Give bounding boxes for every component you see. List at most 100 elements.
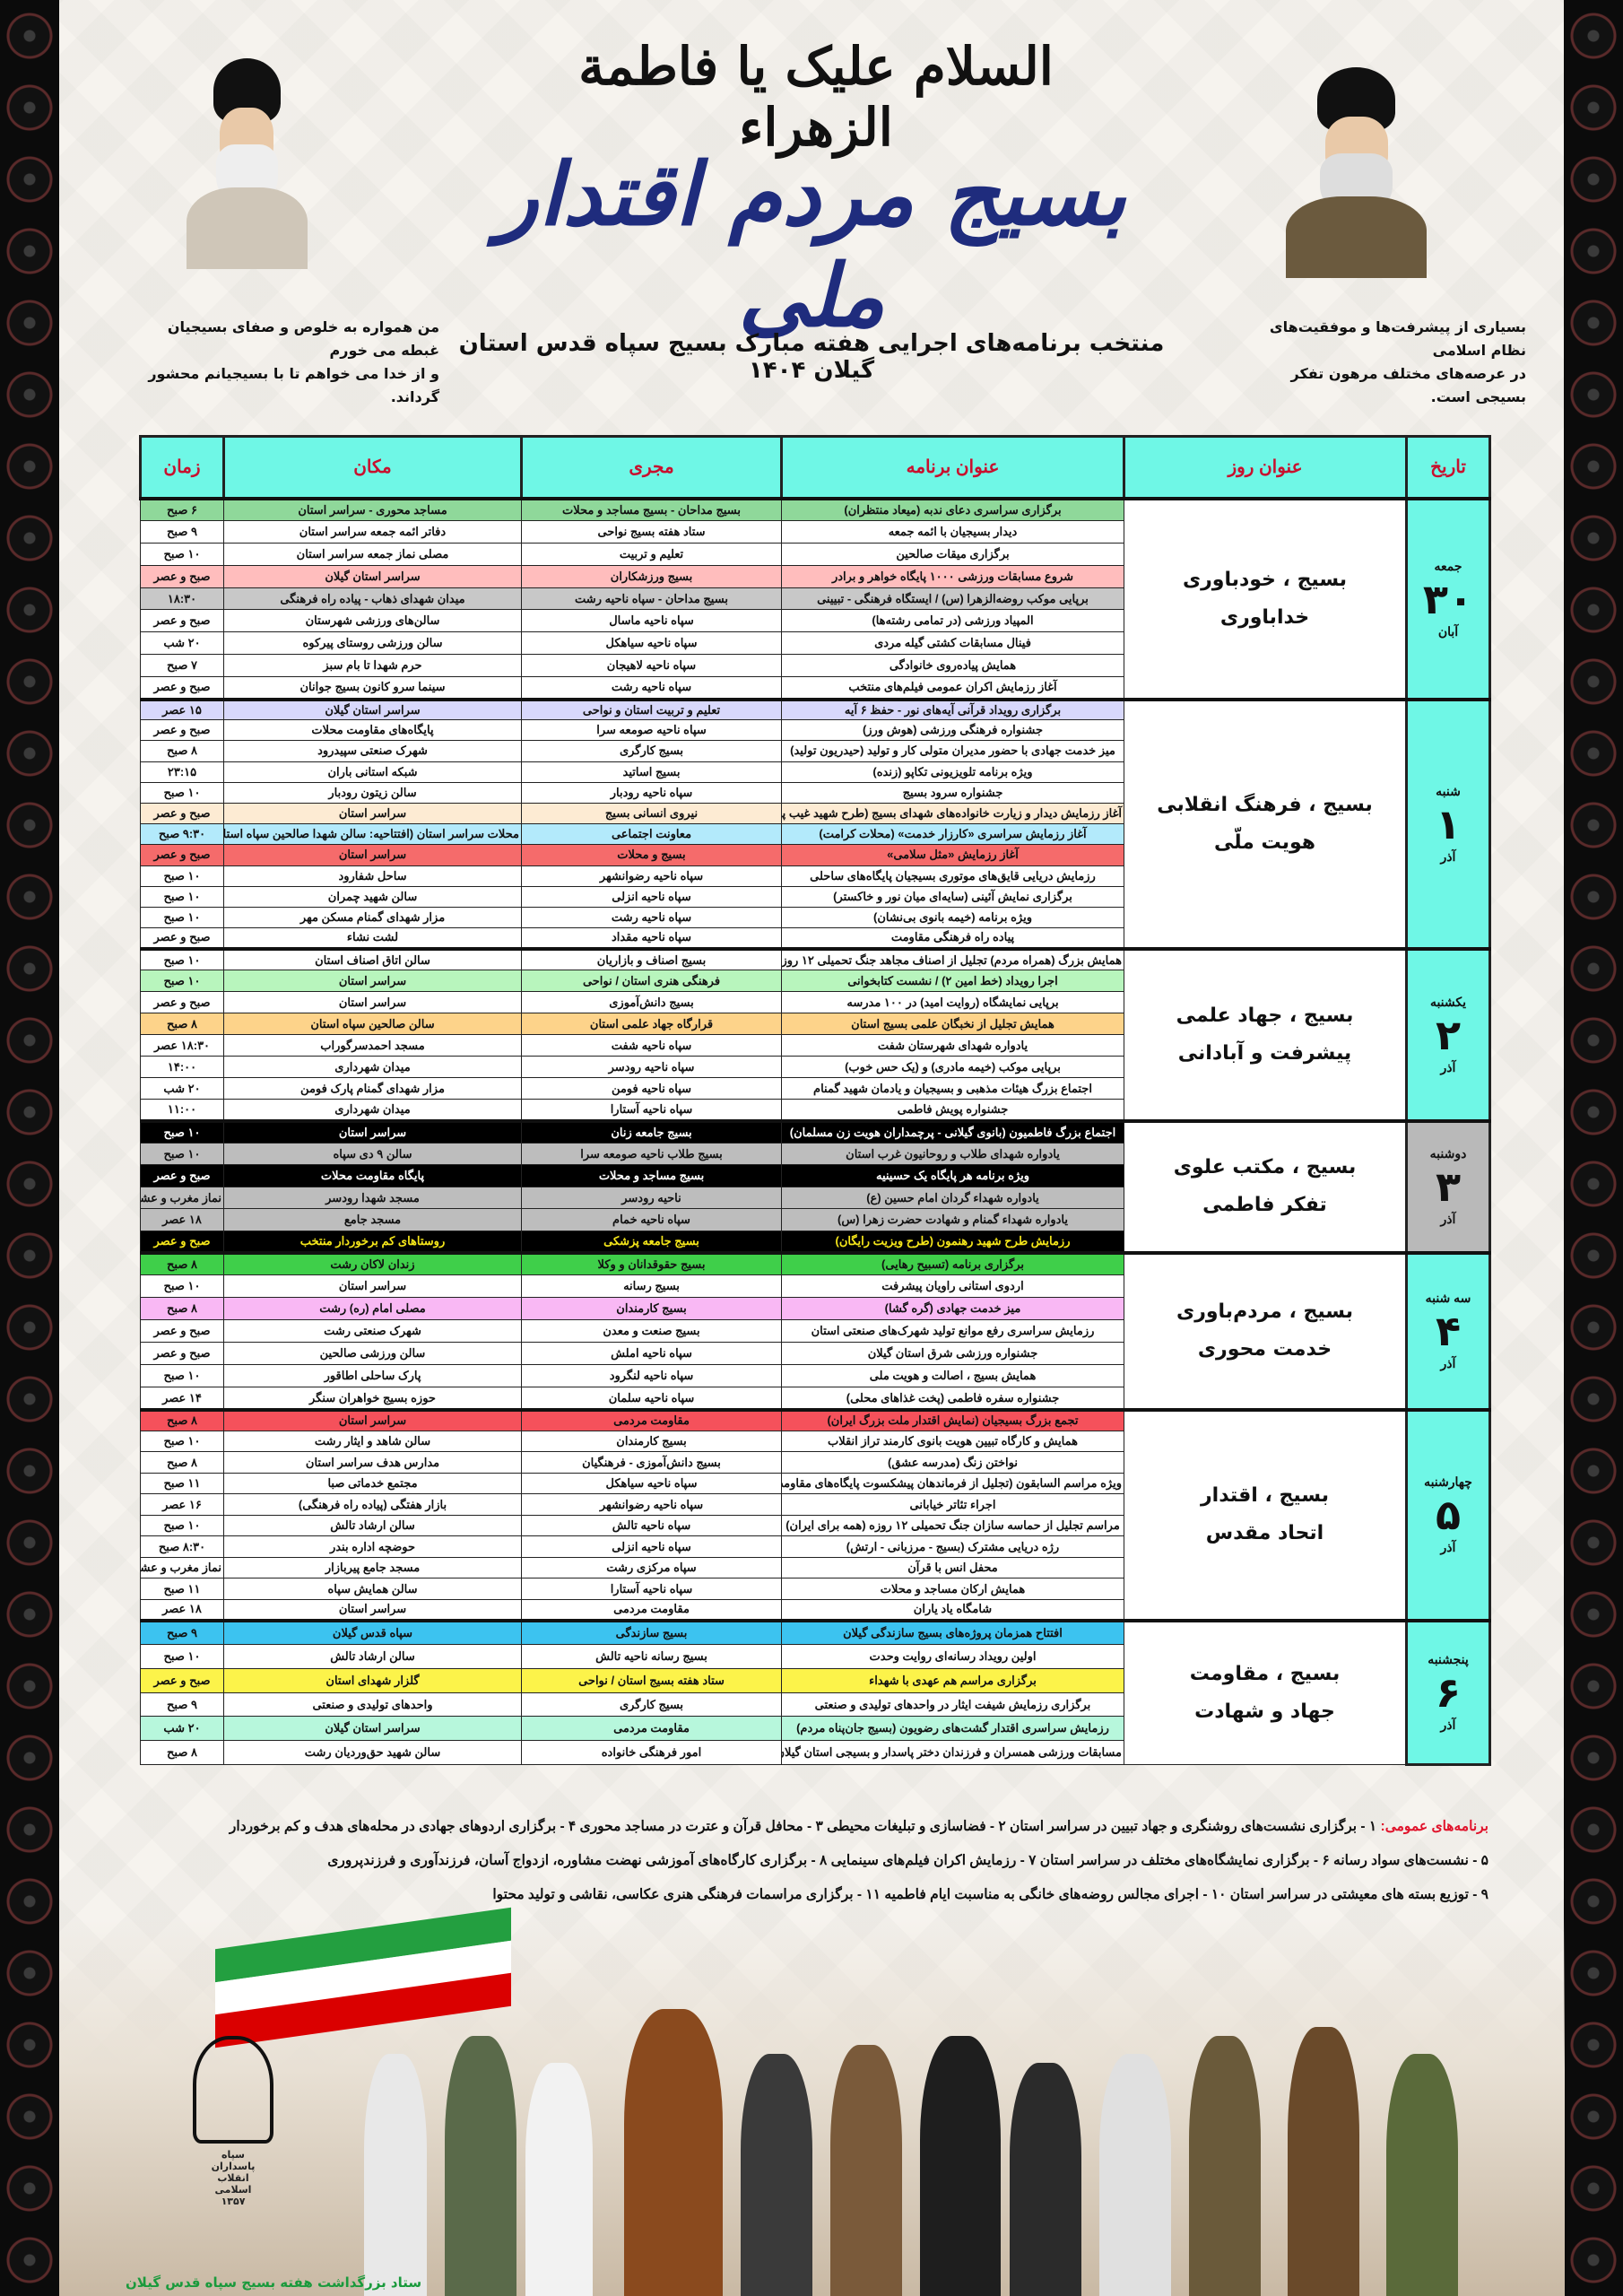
day-title-line: جهاد و شهادت (1194, 1700, 1335, 1723)
cell-time: صبح و عصر (140, 609, 224, 633)
col-header-program: عنوان برنامه (780, 435, 1125, 500)
cell-location: سراسر استان (223, 970, 522, 993)
date-month: آذر (1440, 1212, 1456, 1227)
cell-time: نماز مغرب و عشاء (140, 1556, 224, 1579)
cell-location: سالن همایش سپاه (223, 1578, 522, 1600)
cell-time: صبح و عصر (140, 1319, 224, 1344)
cell-time: ۸:۳۰ صبح (140, 1535, 224, 1558)
cell-program: برگزاری میقات صالحین (781, 542, 1124, 566)
cell-program: جشنواره سفره فاطمی (پخت غذاهای محلی) (781, 1387, 1124, 1411)
cell-time: ۱۰ صبح (140, 865, 224, 887)
cell-time: ۱۸:۳۰ عصر (140, 1034, 224, 1057)
cell-location: مسجد جامع (223, 1208, 522, 1231)
table-row: رژه دریایی مشترک (بسیج - مرزبانی - ارتش)… (140, 1535, 1490, 1558)
date-day: ۶ (1435, 1668, 1462, 1718)
cell-program: ویژه مراسم السابقون (تجلیل از فرماندهان … (781, 1472, 1124, 1495)
cell-executor: ناحیه رودسر (521, 1186, 782, 1210)
cell-time: ۱۰ صبح (140, 1120, 224, 1144)
table-row: برپایی موکب (خیمه مادری) و (یک حس خوب) سپ… (140, 1056, 1490, 1079)
table-row: شروع مسابقات ورزشی ۱۰۰۰ پایگاه خواهر و ب… (140, 564, 1490, 588)
table-row: پنجشنبه ۶ آذر بسیج ، مقاومت جهاد و شهادت افتت… (140, 1619, 1491, 1767)
cell-location: حوضچه اداره بندر (223, 1535, 522, 1558)
cell-executor: سپاه ناحیه رضوانشهر (521, 865, 782, 887)
cell-location: پایگاه‌های مقاومت محلات (223, 719, 522, 742)
cell-program: رزمایش دریایی قایق‌های موتوری بسیجیان پا… (781, 865, 1124, 887)
cell-executor: نیروی انسانی بسیج (521, 802, 782, 825)
cell-executor: ستاد هفته بسیج نواحی (521, 519, 782, 544)
table-row: اجرا رویداد (خط امین ۲) / نشست کتابخوانی… (140, 970, 1490, 993)
date-cell: سه شنبه ۴ آذر (1405, 1251, 1491, 1412)
cell-program: آغاز رزمایش «مثل سلامی» (781, 844, 1124, 866)
cell-program: رزمایش سراسری اقتدار گشت‌های رضویون (بسی… (781, 1716, 1124, 1742)
program-title: منتخب برنامه‌های اجرایی هفته مبارک بسیج … (458, 330, 1165, 384)
cell-time: ۲۰ شب (140, 1716, 224, 1742)
cell-program: مراسم تجلیل از حماسه سازان جنگ تحمیلی ۱۲… (781, 1514, 1124, 1537)
date-weekday: جمعه (1434, 558, 1462, 573)
cell-executor: مقاومت مردمی (521, 1598, 782, 1622)
day-title-line: اتحاد مقدس (1205, 1522, 1324, 1545)
cell-program: شروع مسابقات ورزشی ۱۰۰۰ پایگاه خواهر و ب… (781, 564, 1124, 588)
cell-time: ۷ صبح (140, 654, 224, 678)
table-row: یادواره شهداء گردان امام حسین (ع) ناحیه ر… (140, 1186, 1490, 1210)
general-text: ۱ - برگزاری نشست‌های روشنگری و جهاد تبیی… (229, 1819, 1377, 1834)
cell-program: محفل انس با قرآن (781, 1556, 1124, 1579)
cell-program: برگزاری برنامه (تسبیح رهایی) (781, 1252, 1124, 1276)
table-header-row: تاریخ عنوان روز عنوان برنامه مجری مکان ز… (139, 435, 1491, 500)
cell-time: ۱۱ صبح (140, 1472, 224, 1495)
cell-program: جشنواره پویش فاطمی (781, 1099, 1124, 1122)
cell-location: سالن شاهد و ایثار رشت (223, 1430, 522, 1453)
day-section: پنجشنبه ۶ آذر بسیج ، مقاومت جهاد و شهادت افتت… (140, 1619, 1491, 1767)
cell-time: ۱۰ صبح (140, 1364, 224, 1388)
cell-time: ۱۰ صبح (140, 1514, 224, 1537)
cell-location: لشت نشاء (223, 927, 522, 950)
cell-program: پیاده راه فرهنگی مقاومت (781, 927, 1124, 950)
cell-location: مساجد محوری - سراسر استان (223, 498, 522, 521)
cell-location: شهرک صنعتی سپیدرود (223, 740, 522, 762)
cell-location: سالن ورزشی روستای پیرکوه (223, 631, 522, 656)
cell-executor: سپاه ناحیه خمام (521, 1208, 782, 1231)
cell-time: ۹ صبح (140, 519, 224, 544)
cell-program: اجراء تئاتر خیابانی (781, 1493, 1124, 1516)
cell-executor: بسیج مساجد و محلات (521, 1164, 782, 1187)
cell-time: ۱۸ عصر (140, 1598, 224, 1622)
cell-location: سالن ارشاد تالش (223, 1644, 522, 1669)
table-row: سه شنبه ۴ آذر بسیج ، مردم‌باوری خدمت محوری بر… (140, 1251, 1491, 1412)
cell-location: سراسر استان (223, 1120, 522, 1144)
cell-time: ۱۰ صبح (140, 948, 224, 971)
cell-program: میز خدمت جهادی با حضور مدیران متولی کار … (781, 740, 1124, 762)
cell-time: صبح و عصر (140, 1342, 224, 1366)
cell-program: جشنواره سرود بسیج (781, 781, 1124, 804)
cell-program: برگزاری سراسری دعای ندبه (میعاد منتظران) (781, 498, 1124, 521)
cell-executor: ستاد هفته بسیج استان / نواحی (521, 1667, 782, 1693)
cell-location: سراسر استان گیلان (223, 699, 522, 721)
cell-location: ساحل شفارود (223, 865, 522, 887)
table-row: دوشنبه ۳ آذر بسیج ، مکتب علوی تفکر فاطمی اجتم… (140, 1119, 1491, 1255)
date-cell: پنجشنبه ۶ آذر (1405, 1619, 1491, 1767)
cell-executor: سپاه ناحیه آستارا (521, 1578, 782, 1600)
cell-location: شبکه استانی باران (223, 761, 522, 783)
cell-location: محلات سراسر استان (افتتاحیه: سالن شهدا ص… (223, 823, 522, 846)
date-cell: شنبه ۱ آذر (1405, 698, 1491, 951)
table-row: جشنواره سرود بسیج سپاه ناحیه رودبار سالن ز… (140, 781, 1490, 804)
cell-executor: بسیج دانش‌آموزی (521, 991, 782, 1014)
cell-location: سالن ورزشی صالحین (223, 1342, 522, 1366)
cell-time: صبح و عصر (140, 564, 224, 588)
day-section: چهارشنبه ۵ آذر بسیج ، اقتدار اتحاد مقدس تجمع … (140, 1408, 1491, 1622)
cell-program: آغاز رزمایش اکران عمومی فیلم‌های منتخب (781, 676, 1124, 700)
right-calligraphy-border (1564, 0, 1623, 2296)
cell-time: ۲۳:۱۵ (140, 761, 224, 783)
table-row: آغاز رزمایش اکران عمومی فیلم‌های منتخب سپ… (140, 676, 1490, 700)
cell-executor: سپاه ناحیه رشت (521, 906, 782, 929)
cell-time: صبح و عصر (140, 676, 224, 700)
day-title-line: بسیج ، جهاد علمی (1176, 1004, 1354, 1027)
day-title-cell: بسیج ، جهاد علمی پیشرفت و آبادانی (1124, 948, 1407, 1122)
cell-program: همایش بسیج ، اصالت و هویت ملی (781, 1364, 1124, 1388)
table-row: رزمایش دریایی قایق‌های موتوری بسیجیان پا… (140, 865, 1490, 887)
day-section: جمعه ۳۰ آبان بسیج ، خودباوری خداباوری برگزاری… (140, 496, 1491, 701)
crowd-illustration (59, 1919, 1565, 2296)
cell-executor: تعلیم و تربیت استان و نواحی (521, 699, 782, 721)
cell-location: مدارس هدف سراسر استان (223, 1451, 522, 1474)
cell-executor: بسیج صنعت و معدن (521, 1319, 782, 1344)
cell-location: پایگاه مقاومت محلات (223, 1164, 522, 1187)
cell-executor: سپاه ناحیه سلمان (521, 1387, 782, 1411)
